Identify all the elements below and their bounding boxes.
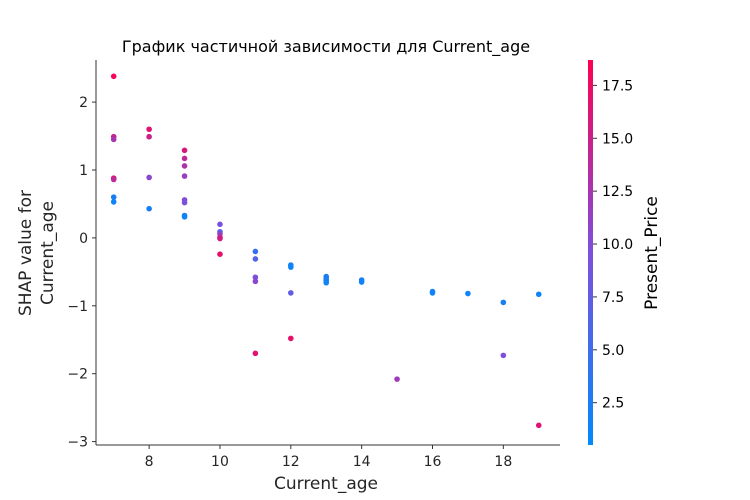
y-tick-label: 2 — [79, 95, 88, 111]
data-point — [323, 279, 330, 286]
y-tick-label: −1 — [67, 299, 88, 315]
y-ticks: 2 1 0 −1 −2 −3 — [67, 95, 96, 451]
y-tick-label: 1 — [79, 163, 88, 179]
data-point — [500, 299, 507, 306]
data-point — [217, 221, 223, 228]
colorbar-tick-label: 5.0 — [602, 343, 624, 359]
data-point — [288, 264, 294, 270]
data-point — [252, 350, 259, 357]
colorbar: 17.5 15.0 12.5 10.0 7.5 5.0 2.5 Present_Price — [588, 60, 662, 445]
data-point — [288, 290, 294, 296]
plot-area: 8 10 12 14 16 18 210−1−2−3 — [67, 60, 560, 470]
colorbar-tick-label: 10.0 — [602, 237, 633, 253]
data-point — [181, 173, 188, 179]
data-point — [181, 214, 188, 220]
colorbar-label: Present_Price — [642, 196, 662, 310]
data-point — [217, 251, 223, 257]
data-point — [252, 278, 259, 285]
data-point — [252, 248, 259, 255]
colorbar-tick-label: 12.5 — [602, 184, 633, 200]
x-tick-label: 10 — [211, 454, 229, 470]
data-point — [146, 126, 152, 133]
colorbar-gradient — [588, 60, 593, 445]
data-point — [181, 155, 188, 162]
x-axis-label: Current_age — [274, 474, 378, 494]
y-axis-label-line-2: Current_age — [38, 201, 58, 305]
data-point — [110, 176, 117, 183]
data-point — [110, 73, 117, 80]
data-points — [110, 73, 542, 429]
data-point — [181, 147, 188, 154]
data-point — [358, 279, 365, 285]
x-tick-label: 8 — [145, 454, 154, 470]
data-point — [146, 205, 152, 212]
data-point — [252, 256, 259, 262]
chart-title: График частичной зависимости для Current… — [122, 37, 530, 57]
colorbar-ticks: 17.5 15.0 12.5 10.0 7.5 5.0 2.5 — [593, 78, 633, 412]
x-ticks: 8 10 12 14 16 18 — [145, 445, 512, 470]
y-tick-label: −3 — [67, 435, 88, 451]
colorbar-tick-label: 15.0 — [602, 131, 633, 147]
data-point — [535, 422, 542, 429]
y-axis-label-line-1: SHAP value for — [16, 190, 36, 316]
data-point — [394, 376, 400, 382]
data-point — [535, 291, 542, 298]
data-point — [252, 274, 259, 281]
data-point — [146, 133, 152, 140]
data-point — [110, 136, 117, 143]
x-tick-label: 14 — [353, 454, 371, 470]
y-tick-label: −2 — [67, 367, 88, 383]
data-point — [288, 335, 294, 342]
data-point — [110, 194, 117, 200]
data-point — [181, 163, 188, 169]
data-point — [181, 199, 188, 206]
data-point — [429, 290, 436, 296]
colorbar-tick-label: 2.5 — [602, 396, 624, 412]
colorbar-tick-label: 7.5 — [602, 290, 624, 306]
y-tick-label: 0 — [79, 231, 88, 247]
x-tick-label: 18 — [494, 454, 512, 470]
y-axis-label: SHAP value for Current_age — [16, 190, 58, 316]
data-point — [110, 199, 117, 205]
x-tick-label: 12 — [282, 454, 300, 470]
colorbar-tick-label: 17.5 — [602, 78, 633, 94]
data-point — [217, 235, 223, 242]
data-point — [500, 352, 507, 359]
data-point — [146, 174, 152, 181]
x-tick-label: 16 — [424, 454, 442, 470]
data-point — [465, 290, 471, 297]
